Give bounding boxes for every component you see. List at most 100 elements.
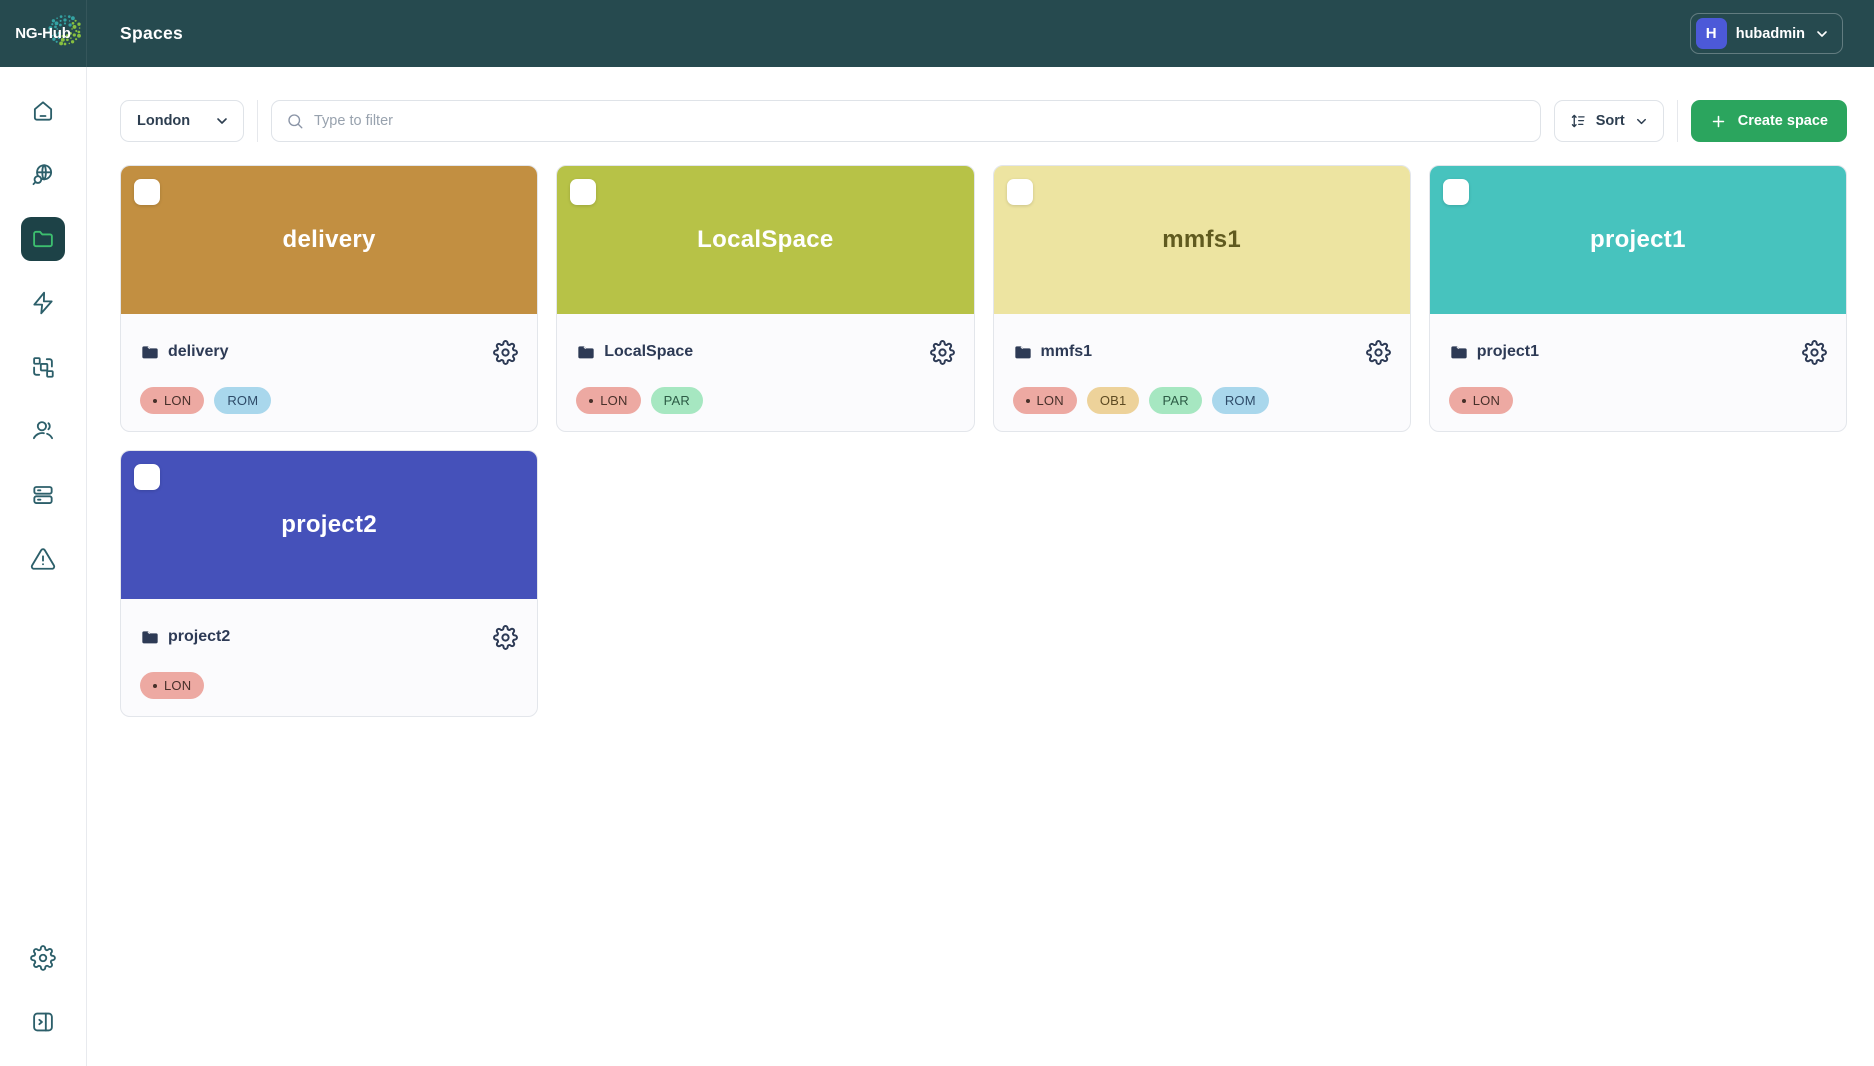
space-tags: LON OB1 PAR ROM xyxy=(1012,387,1391,414)
search-icon xyxy=(288,114,303,129)
spaces-folder-icon xyxy=(30,226,56,252)
space-settings-button[interactable] xyxy=(929,339,955,365)
tag-label: OB1 xyxy=(1099,393,1127,408)
space-tags: LON PAR xyxy=(576,387,954,414)
settings-gear-icon xyxy=(30,945,56,971)
sort-button[interactable]: Sort xyxy=(1553,100,1664,142)
sidebar-item-server[interactable] xyxy=(21,473,65,517)
sidebar-item-alert-triangle[interactable] xyxy=(21,537,65,581)
space-card[interactable]: LocalSpace LocalSpace LON PAR xyxy=(556,165,975,432)
space-card-header[interactable]: LocalSpace xyxy=(557,166,974,314)
space-card-body: project2 LON xyxy=(121,624,537,699)
spaces-grid: delivery delivery LON ROM LocalSpace LocalSpa… xyxy=(120,165,1847,717)
space-select-checkbox[interactable] xyxy=(134,179,160,205)
main-content: London Sort Create space xyxy=(87,67,1874,717)
user-name: hubadmin xyxy=(1735,25,1805,42)
workflow-icon xyxy=(30,354,56,380)
avatar: H xyxy=(1695,18,1727,49)
tag-ob1: OB1 xyxy=(1086,387,1140,414)
sidebar-item-spaces-folder[interactable] xyxy=(21,217,65,261)
space-card-body: LocalSpace LON PAR xyxy=(557,339,973,414)
page-title: Spaces xyxy=(120,23,184,43)
tag-rom: ROM xyxy=(1211,387,1269,414)
tag-lon: LON xyxy=(140,387,205,414)
space-card[interactable]: mmfs1 mmfs1 LON OB1 PAR ROM xyxy=(992,165,1411,432)
space-tags: LON ROM xyxy=(140,387,518,414)
sidebar-footer xyxy=(21,936,65,1044)
space-settings-button[interactable] xyxy=(1365,339,1391,365)
chevron-down-icon xyxy=(217,118,227,124)
alert-triangle-icon xyxy=(30,546,56,572)
space-settings-button[interactable] xyxy=(493,339,519,365)
search-input[interactable] xyxy=(314,113,1526,129)
space-folder-row: LocalSpace xyxy=(576,339,955,365)
user-menu[interactable]: H hubadmin xyxy=(1689,13,1843,54)
space-card[interactable]: project2 project2 LON xyxy=(120,450,539,717)
space-select-checkbox[interactable] xyxy=(570,179,597,205)
search-box xyxy=(271,100,1541,142)
space-card[interactable]: project1 project1 LON xyxy=(1428,165,1847,432)
tag-label: PAR xyxy=(1162,393,1189,408)
space-select-checkbox[interactable] xyxy=(1006,179,1033,205)
tag-label: ROM xyxy=(1224,393,1256,408)
sort-icon xyxy=(1571,114,1585,128)
space-name: project2 xyxy=(168,628,231,645)
sidebar-item-workflow[interactable] xyxy=(21,345,65,389)
sidebar-item-globe-search[interactable] xyxy=(21,153,65,197)
create-space-label: Create space xyxy=(1737,113,1828,129)
space-title: project1 xyxy=(1589,226,1686,253)
sidebar-item-zap[interactable] xyxy=(21,281,65,325)
space-card-header[interactable]: delivery xyxy=(121,166,538,314)
chevron-down-icon xyxy=(1814,26,1830,42)
tag-lon: LON xyxy=(140,672,205,699)
tag-dot xyxy=(153,398,157,403)
space-title: project2 xyxy=(281,511,377,538)
space-settings-button[interactable] xyxy=(1802,339,1827,365)
server-icon xyxy=(30,482,56,508)
space-card-header[interactable]: mmfs1 xyxy=(993,166,1410,314)
tag-lon: LON xyxy=(1448,387,1514,414)
tag-label: ROM xyxy=(227,393,259,408)
space-card-body: project1 LON xyxy=(1430,339,1846,414)
app-logo: NG-Hub xyxy=(0,0,87,67)
tag-dot xyxy=(1461,398,1466,403)
space-name: delivery xyxy=(168,343,229,360)
space-settings-button[interactable] xyxy=(493,624,519,650)
sidebar-nav xyxy=(21,89,65,601)
plus-icon xyxy=(1712,115,1724,127)
folder-icon xyxy=(576,342,596,362)
tag-dot xyxy=(1025,398,1030,403)
tag-label: LON xyxy=(1036,393,1064,408)
sidebar-item-users[interactable] xyxy=(21,409,65,453)
tag-dot xyxy=(153,683,157,688)
tag-par: PAR xyxy=(1149,387,1202,414)
gear-icon xyxy=(929,339,955,365)
space-select-checkbox[interactable] xyxy=(134,464,160,490)
gear-icon xyxy=(1365,339,1391,365)
space-tags: LON xyxy=(140,672,518,699)
space-card-header[interactable]: project2 xyxy=(121,451,538,599)
sidebar-item-settings-gear[interactable] xyxy=(21,936,65,980)
gear-icon xyxy=(493,624,519,650)
space-card[interactable]: delivery delivery LON ROM xyxy=(120,165,539,432)
collapse-sidebar-icon xyxy=(30,1009,56,1035)
create-space-button[interactable]: Create space xyxy=(1690,100,1847,142)
tag-dot xyxy=(589,398,594,403)
space-select-checkbox[interactable] xyxy=(1442,179,1469,205)
region-select[interactable]: London xyxy=(120,100,244,142)
folder-icon xyxy=(140,342,160,362)
space-card-header[interactable]: project1 xyxy=(1429,166,1846,314)
space-title: delivery xyxy=(282,226,376,253)
tag-par: PAR xyxy=(650,387,703,414)
sidebar-item-home[interactable] xyxy=(21,89,65,133)
tag-label: LON xyxy=(1472,393,1501,408)
space-name: LocalSpace xyxy=(604,343,694,360)
space-card-body: mmfs1 LON OB1 PAR ROM xyxy=(994,339,1410,414)
sidebar-item-collapse-sidebar[interactable] xyxy=(21,1000,65,1044)
zap-icon xyxy=(30,290,56,316)
home-icon xyxy=(30,98,56,124)
sort-label: Sort xyxy=(1595,113,1625,129)
space-folder-row: project2 xyxy=(140,624,519,650)
space-tags: LON xyxy=(1448,387,1827,414)
tag-label: LON xyxy=(164,393,192,408)
